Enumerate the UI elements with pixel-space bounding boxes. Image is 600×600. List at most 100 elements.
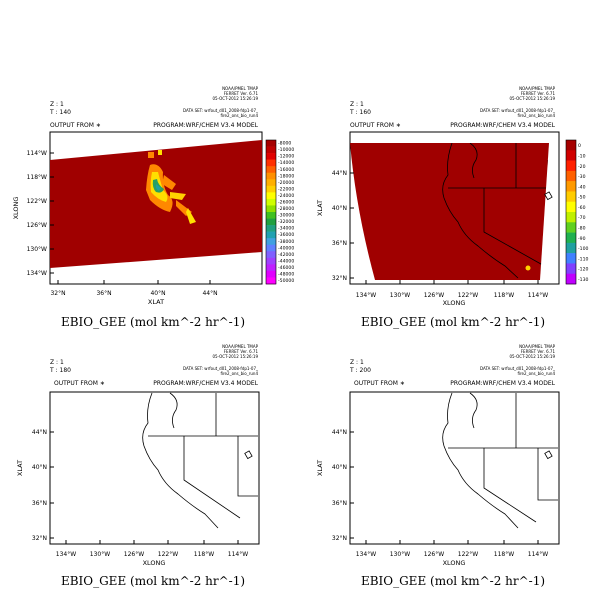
- panel-4-y-title: XLAT: [316, 460, 324, 476]
- panel-2-x-tick: 118°W: [494, 292, 514, 299]
- panel-1-colorbar-swatch: [266, 205, 276, 213]
- panel-3-meta-3: 05-OCT-2012 15:26:19: [212, 354, 258, 359]
- panel-4-plot-frame: [349, 391, 560, 545]
- panel-1-y-tick: 114°W: [27, 150, 47, 157]
- panel-1-y-tick: 134°W: [27, 270, 47, 277]
- panel-4-x-tick: 134°W: [356, 551, 376, 558]
- panel-2-colorbar-label: -30: [578, 174, 586, 180]
- panel-4-y-tick: 40°N: [332, 464, 347, 471]
- panel-1-colorbar-label: -32000: [278, 219, 294, 225]
- panel-3-caption: EBIO_GEE (mol km^-2 hr^-1): [61, 574, 245, 588]
- panel-2-colorbar-label: -90: [578, 236, 586, 242]
- panel-1-colorbar-swatch: [266, 146, 276, 154]
- panel-2-colorbar-swatch: [566, 273, 576, 285]
- panel-3-y-tick: 32°N: [32, 535, 47, 542]
- panel-1-colorbar-swatch: [266, 231, 276, 239]
- panel-1-colorbar-swatch: [266, 225, 276, 232]
- panel-2-dataset-2: fire2_ons_bio_run4: [517, 113, 555, 118]
- panel-4: NOAA/PMEL TMAP FERRET Ver. 6.71 05-OCT-2…: [316, 344, 560, 588]
- panel-1-colorbar-label: -40000: [278, 245, 294, 251]
- panel-2-x-tick: 130°W: [390, 292, 410, 299]
- panel-3-plot-frame: [49, 391, 260, 545]
- panel-2-x-tick: 122°W: [458, 292, 478, 299]
- panel-1-colorbar-swatch: [266, 153, 276, 160]
- panel-1-y-axis: 114°W 118°W 122°W 126°W 130°W 134°W XLON…: [12, 150, 54, 277]
- panel-2-colorbar-swatch: [566, 140, 576, 151]
- panel-4-output-from: OUTPUT FROM ∗: [354, 380, 405, 387]
- panel-1-colorbar-label: -46000: [278, 265, 294, 271]
- panel-2-colorbar-label: -20: [578, 164, 586, 170]
- panel-1-y-tick: 126°W: [27, 222, 47, 229]
- panel-4-caption: EBIO_GEE (mol km^-2 hr^-1): [361, 574, 545, 588]
- panel-1-colorbar-swatch: [266, 198, 276, 206]
- panel-1-colorbar-label: -28000: [278, 206, 294, 212]
- panel-2-coastlines: [442, 143, 549, 279]
- panel-3-output-from: OUTPUT FROM ∗: [54, 380, 105, 387]
- panel-2-colorbar-swatch: [566, 263, 576, 275]
- panel-4-dataset-2: fire2_ons_bio_run4: [517, 371, 555, 376]
- panel-1-colorbar-label: -8000: [278, 141, 291, 147]
- panel-1-colorbar-label: -30000: [278, 213, 294, 219]
- panel-2-colorbar-swatch: [566, 253, 576, 264]
- panel-4-meta-3: 05-OCT-2012 15:26:19: [509, 354, 555, 359]
- panel-2-x-title: XLONG: [443, 299, 466, 307]
- panel-4-meta-2: FERRET Ver. 6.71: [521, 349, 556, 354]
- panel-2-colorbar-label: -80: [578, 225, 586, 231]
- panel-1-colorbar-label: -34000: [278, 226, 294, 232]
- panel-1-colorbar-swatch: [266, 277, 276, 285]
- panel-1-colorbar-swatch: [266, 185, 276, 193]
- panel-4-coastlines: [442, 392, 558, 529]
- panel-1-colorbar-label: -48000: [278, 271, 294, 277]
- panel-3-dataset-2: fire2_ons_bio_run4: [220, 371, 258, 376]
- panel-4-y-tick: 32°N: [332, 535, 347, 542]
- panel-1: NOAA/PMEL TMAP FERRET Ver. 6.71 05-OCT-2…: [12, 86, 294, 329]
- panel-2-meta-1: NOAA/PMEL TMAP: [519, 86, 556, 91]
- panel-2-caption: EBIO_GEE (mol km^-2 hr^-1): [361, 315, 545, 329]
- panel-1-colorbar: -8000-10000-12000-14000-16000-18000-2000…: [265, 139, 294, 285]
- panel-1-colorbar-swatch: [266, 244, 276, 252]
- panel-2-colorbar-frame: [565, 139, 577, 285]
- panel-2-colorbar-label: -70: [578, 215, 586, 221]
- panel-4-program: PROGRAM:WRF/CHEM V3.4 MODEL: [450, 380, 555, 387]
- panel-1-colorbar-label: -14000: [278, 160, 294, 166]
- panel-2-colorbar-label: -10: [578, 153, 586, 159]
- panel-2-colorbar-swatch: [566, 201, 576, 213]
- panel-1-x-title: XLAT: [148, 298, 164, 306]
- panel-2-colorbar-swatch: [566, 170, 576, 182]
- panel-3-dataset-1: DATA SET: wrfout_d01_2008-fdp1-07_: [183, 366, 259, 371]
- panel-1-meta-1: NOAA/PMEL TMAP: [222, 86, 259, 91]
- panel-1-colorbar-swatch: [266, 159, 276, 167]
- panel-1-x-tick: 32°N: [50, 290, 65, 297]
- panel-2-x-axis: 134°W 130°W 126°W 122°W 118°W 114°W XLON…: [356, 280, 548, 307]
- panel-1-t-label: T : 140: [49, 109, 71, 116]
- panel-2-colorbar-label: -50: [578, 195, 586, 201]
- panel-3-z-label: Z : 1: [50, 359, 64, 366]
- panel-3-x-tick: 130°W: [90, 551, 110, 558]
- panel-1-colorbar-swatch: [266, 257, 276, 265]
- panel-1-x-tick: 36°N: [96, 290, 111, 297]
- panel-2-lake-marker: [544, 191, 553, 201]
- panel-1-dataset-1: DATA SET: wrfout_d01_2008-fdp1-07_: [183, 108, 259, 113]
- panel-2-x-tick: 114°W: [528, 292, 548, 299]
- panel-1-y-tick: 118°W: [27, 174, 47, 181]
- panel-1-meta-3: 05-OCT-2012 15:26:19: [212, 96, 258, 101]
- panel-2-y-tick: 40°N: [332, 205, 347, 212]
- panel-2-colorbar-label: -110: [578, 256, 589, 262]
- panel-4-x-tick: 114°W: [528, 551, 548, 558]
- panel-3-x-tick: 118°W: [194, 551, 214, 558]
- panel-2-colorbar-label: -130: [578, 277, 589, 283]
- panel-1-colorbar-swatch: [266, 179, 276, 187]
- panel-3: NOAA/PMEL TMAP FERRET Ver. 6.71 05-OCT-2…: [16, 344, 260, 588]
- panel-1-colorbar-label: -22000: [278, 186, 294, 192]
- panel-3-meta-1: NOAA/PMEL TMAP: [222, 344, 259, 349]
- panel-2-colorbar-swatch: [566, 232, 576, 244]
- panel-1-colorbar-label: -18000: [278, 173, 294, 179]
- panel-2-colorbar-label: -40: [578, 184, 586, 190]
- panel-1-colorbar-label: -16000: [278, 167, 294, 173]
- panel-2-colorbar-swatch: [566, 222, 576, 233]
- panel-2-colorbar-label: -120: [578, 267, 589, 273]
- panel-4-z-label: Z : 1: [350, 359, 364, 366]
- panel-1-colorbar-label: -10000: [278, 147, 294, 153]
- panel-2-colorbar-swatch: [566, 191, 576, 203]
